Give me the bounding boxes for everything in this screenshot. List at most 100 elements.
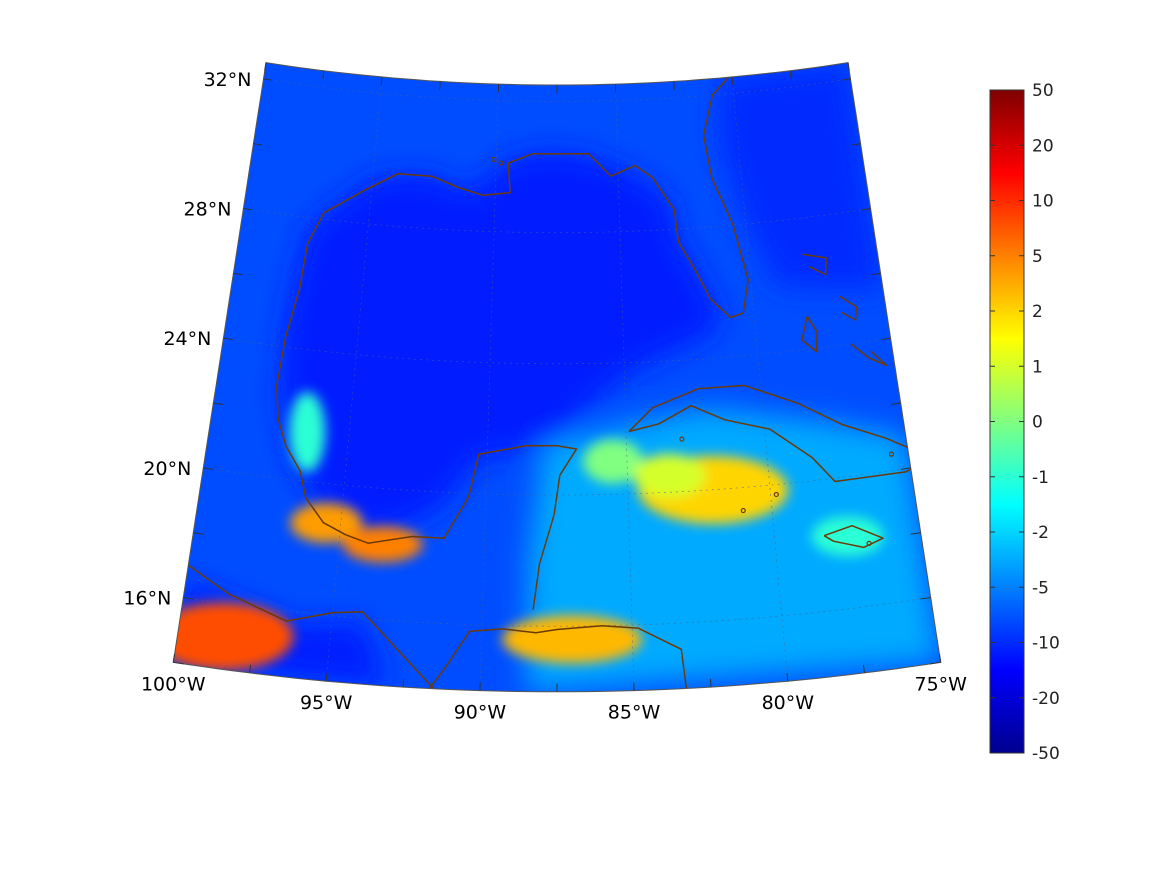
latitude-label: 16°N [123, 587, 171, 609]
bahamas-abaco [802, 253, 827, 276]
colorbar-label: -20 [1032, 689, 1060, 709]
frame-tick [183, 596, 194, 600]
small-island [866, 540, 872, 546]
latitude-label: 28°N [184, 199, 232, 221]
atlantic-field [718, 62, 884, 290]
parallel-line [263, 78, 851, 102]
frame-tick [203, 467, 214, 470]
small-island [773, 491, 779, 498]
yucatan-gulf-coast [276, 73, 749, 610]
longitude-label: 100°W [141, 673, 206, 695]
meridian-line [479, 84, 499, 691]
longitude-label: 95°W [300, 692, 353, 714]
frame-tick [249, 664, 252, 673]
frame-tick [439, 81, 441, 90]
anomaly-blob [173, 602, 294, 671]
parallel-line [183, 597, 931, 627]
bahamas-eleuthera [838, 295, 858, 321]
small-island [679, 436, 685, 442]
frame-tick [891, 402, 901, 405]
frame-tick [938, 654, 942, 663]
longitude-label: 85°W [608, 702, 661, 724]
meridian-line [325, 76, 383, 682]
frame-ticks [172, 62, 942, 692]
frame-tick [871, 272, 881, 276]
colorbar-gradient [989, 89, 1025, 754]
frame-tick [263, 78, 272, 81]
frame-tick [929, 661, 941, 665]
frame-tick [862, 664, 865, 673]
small-island [498, 160, 504, 166]
parallel-line [223, 337, 891, 365]
mexico-us-gulf-coast [423, 625, 688, 692]
gulf-basin-field [279, 150, 723, 536]
frame-tick [852, 143, 861, 146]
frame-tick [213, 402, 223, 405]
latitude-label: 20°N [143, 458, 191, 480]
frame-tick [861, 208, 871, 211]
anomaly-blob [342, 526, 423, 563]
frame-tick [789, 70, 792, 79]
frame-tick [900, 467, 911, 470]
colorbar-label: -1 [1032, 468, 1049, 488]
frame-tick [233, 272, 243, 276]
frame-tick [253, 143, 262, 146]
small-island [491, 156, 497, 163]
bahamas-andros [801, 315, 818, 353]
frame-tick [243, 208, 253, 211]
jamaica-coast [823, 524, 884, 549]
latitude-label: 32°N [204, 69, 252, 91]
longitude-label: 75°W [915, 673, 968, 695]
map-area [172, 62, 942, 693]
field-detail-layer [173, 391, 884, 671]
frame-tick [173, 661, 185, 665]
frame-tick [920, 596, 931, 600]
frame-tick [847, 62, 850, 71]
latitude-label: 24°N [163, 328, 211, 350]
colorbar-label: -2 [1032, 523, 1049, 543]
frame-tick [710, 678, 712, 688]
frame-tick [325, 672, 328, 682]
longitude-label: 90°W [454, 702, 507, 724]
frame-tick [264, 62, 267, 71]
anomaly-blob [502, 615, 643, 664]
colorbar-label: 0 [1032, 413, 1043, 433]
frame-tick [842, 78, 851, 81]
anomaly-blob [633, 453, 706, 498]
hispaniola-coast [926, 460, 941, 521]
longitude-label: 80°W [762, 692, 815, 714]
gulf-mainland-coast [187, 564, 435, 690]
anomaly-blob [582, 439, 643, 484]
frame-tick [910, 532, 921, 535]
anomaly-blob [811, 516, 884, 557]
anomaly-blob [290, 503, 363, 544]
small-island [888, 451, 895, 457]
frame-tick [402, 678, 404, 688]
longitude-tick-labels: 100°W 95°W 90°W 85°W 80°W 75°W [141, 673, 967, 723]
colorbar-label: 2 [1032, 302, 1043, 322]
meridian-line [615, 84, 635, 691]
frame-tick [881, 337, 891, 341]
frame-tick [673, 81, 675, 90]
latitude-tick-labels: 16°N 20°N 24°N 28°N 32°N [123, 69, 251, 610]
frame-tick [786, 672, 789, 682]
colorbar-label: 20 [1032, 136, 1054, 156]
small-island [740, 507, 746, 514]
frame-tick [380, 76, 383, 86]
frame-tick [223, 337, 233, 341]
frame-tick [193, 532, 204, 535]
colorbar-label: 5 [1032, 247, 1043, 267]
colorbar-label: -5 [1032, 578, 1049, 598]
meridian-line [731, 76, 789, 682]
frame-tick [172, 654, 176, 663]
anomaly-blob [289, 391, 326, 472]
bahamas-exuma [850, 343, 888, 367]
colorbar-label: -50 [1032, 744, 1060, 764]
colorbar-label: 1 [1032, 357, 1043, 377]
colorbar-label: 50 [1032, 81, 1054, 101]
frame-tick [322, 70, 325, 79]
frame-tick [731, 76, 734, 86]
